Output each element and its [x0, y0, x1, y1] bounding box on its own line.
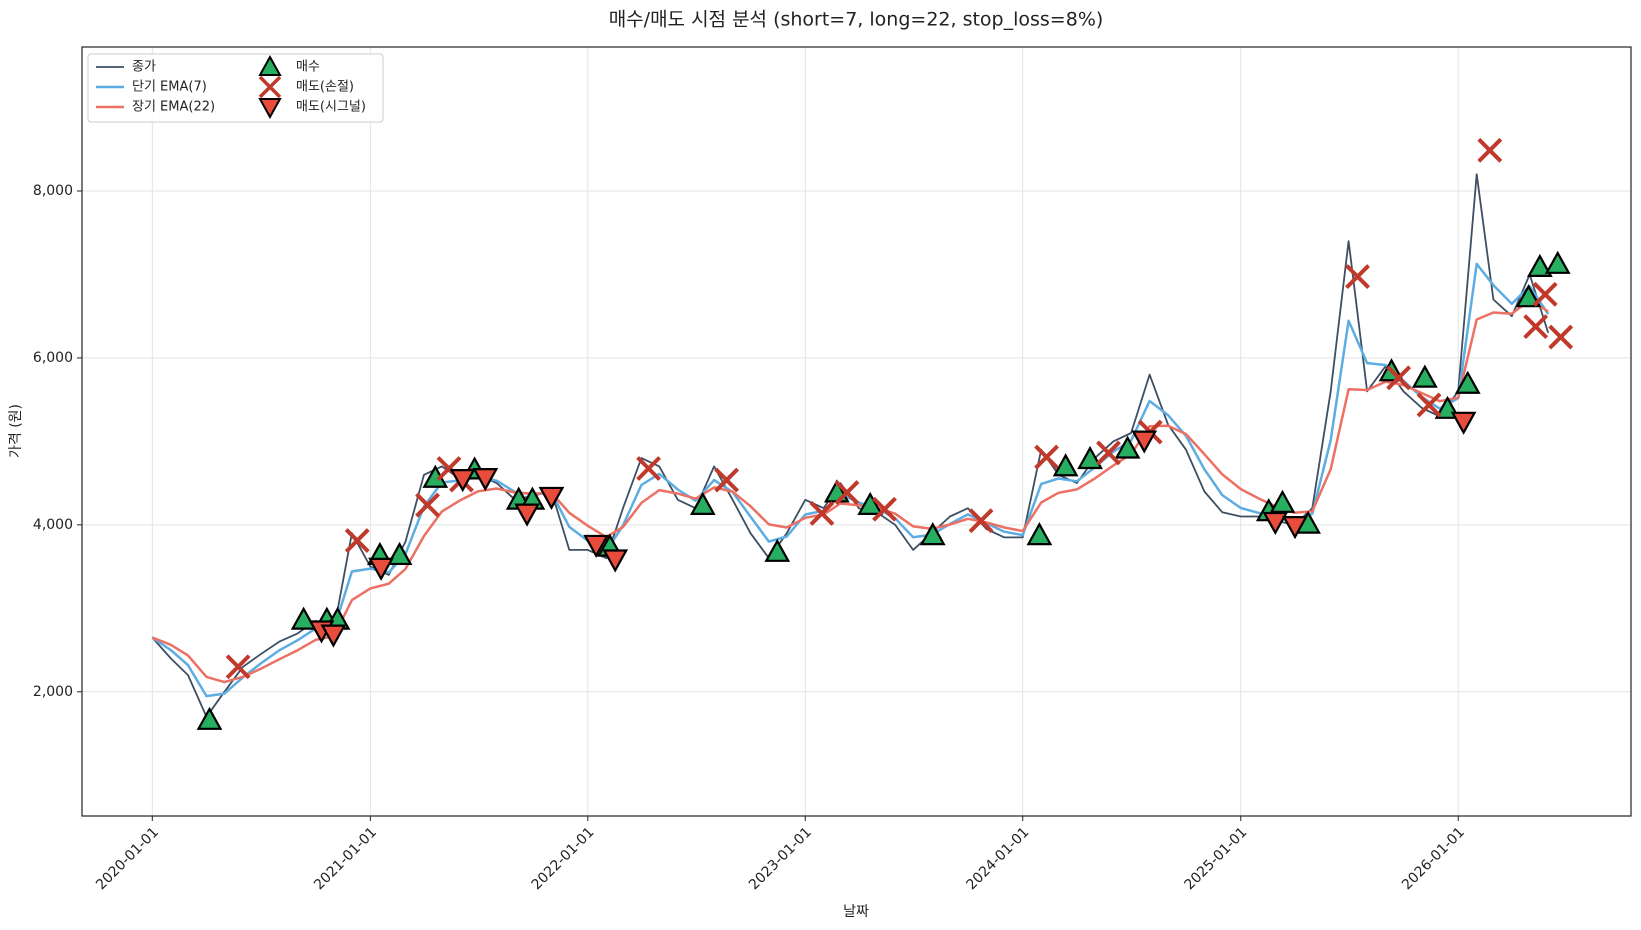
legend-swatch — [258, 98, 282, 120]
plot-area — [151, 137, 1574, 730]
stop-loss-marker — [834, 480, 860, 505]
legend-swatch — [258, 75, 282, 99]
legend-label: 매도(손절) — [296, 80, 354, 95]
buy-marker — [1544, 250, 1571, 274]
y-tick-label: 4,000 — [33, 517, 73, 533]
stop-loss-marker — [225, 654, 251, 680]
stop-loss-marker — [1532, 281, 1558, 307]
stop-loss-marker — [344, 528, 370, 553]
sell-signal-marker — [514, 503, 540, 527]
buy-marker — [764, 538, 791, 562]
buy-marker — [1515, 284, 1542, 308]
sell-signal-marker — [1262, 511, 1289, 536]
sell-signal-marker — [538, 486, 565, 510]
buy-marker — [857, 491, 884, 515]
stop-loss-marker — [1034, 444, 1059, 470]
x-axis-label: 날짜 — [843, 904, 869, 920]
buy-marker — [1269, 489, 1296, 513]
sell-signal-marker — [583, 534, 610, 558]
y-tick-label: 8,000 — [33, 183, 73, 199]
buy-marker — [1026, 522, 1053, 546]
legend-label: 단기 EMA(7) — [132, 80, 207, 95]
buy-marker — [689, 491, 716, 515]
stop-loss-marker — [872, 496, 897, 522]
buy-marker — [919, 522, 946, 546]
stop-loss-marker — [1416, 392, 1442, 418]
chart-title: 매수/매도 시점 분석 (short=7, long=22, stop_loss… — [609, 9, 1104, 31]
buy-marker — [1052, 453, 1079, 477]
buy-marker — [1114, 435, 1141, 459]
stop-loss-marker — [809, 501, 835, 526]
legend-label: 종가 — [132, 60, 156, 75]
y-tick-label: 2,000 — [33, 684, 73, 700]
legend-label: 장기 EMA(22) — [132, 100, 215, 115]
stop-loss-marker — [714, 467, 740, 493]
stop-loss-marker — [1345, 264, 1370, 289]
sell-signal-marker — [320, 624, 347, 648]
buy-marker — [386, 541, 413, 566]
stop-loss-marker — [636, 456, 661, 481]
stop-loss-marker — [1386, 365, 1412, 391]
stop-loss-marker — [1477, 137, 1503, 163]
y-tick-label: 6,000 — [33, 350, 73, 366]
stop-loss-marker — [1523, 314, 1549, 340]
buy-marker — [196, 706, 223, 730]
y-axis-label: 가격 (원) — [8, 404, 24, 458]
legend-swatch — [258, 54, 282, 76]
sell-signal-marker — [1282, 516, 1308, 540]
stop-loss-marker — [415, 492, 440, 518]
sell-signal-marker — [368, 557, 394, 581]
plot-frame — [81, 46, 1632, 817]
sell-signal-marker — [602, 549, 629, 573]
sell-signal-marker — [449, 469, 476, 493]
legend-label: 매도(시그널) — [296, 100, 366, 115]
stop-loss-marker — [1096, 440, 1121, 466]
buy-marker — [1526, 253, 1553, 278]
sell-signal-marker — [1131, 430, 1158, 454]
stop-loss-marker — [1548, 324, 1574, 350]
legend-box — [87, 53, 384, 123]
price-line — [151, 298, 1549, 684]
legend-label: 매수 — [296, 60, 320, 75]
buy-marker — [290, 606, 317, 630]
stop-loss-marker — [968, 508, 994, 534]
buy-marker — [1411, 364, 1438, 388]
sell-signal-marker — [472, 468, 499, 492]
buy-marker — [1454, 370, 1481, 394]
sell-signal-marker — [1450, 411, 1477, 435]
buy-marker — [1077, 445, 1103, 470]
